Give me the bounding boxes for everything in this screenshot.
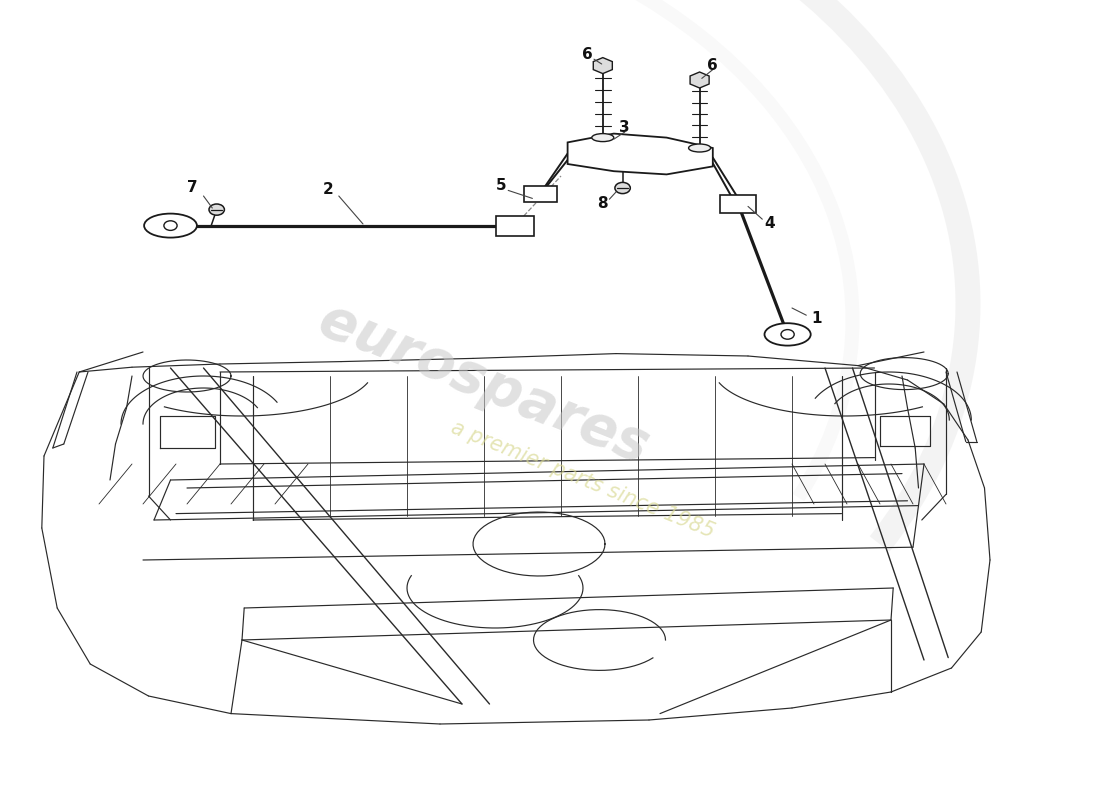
Text: 6: 6 [707,58,718,73]
Bar [722,196,755,212]
Text: eurospares: eurospares [311,294,657,474]
Polygon shape [593,58,613,74]
Ellipse shape [764,323,811,346]
Ellipse shape [689,144,711,152]
Bar [524,186,557,202]
Text: 1: 1 [811,311,822,326]
Bar [495,215,535,235]
Text: 6: 6 [582,47,593,62]
Ellipse shape [592,134,614,142]
Ellipse shape [144,214,197,238]
Bar [720,195,757,213]
Text: 4: 4 [764,217,776,231]
Text: 8: 8 [597,197,608,211]
Circle shape [781,330,794,339]
Text: a premier parts since 1985: a premier parts since 1985 [449,418,717,542]
Text: 7: 7 [187,181,198,195]
Circle shape [209,204,224,215]
Circle shape [164,221,177,230]
Polygon shape [690,72,710,88]
Text: 5: 5 [496,178,507,193]
Text: 2: 2 [322,182,333,197]
Text: 3: 3 [619,121,630,135]
Polygon shape [568,134,713,174]
Circle shape [615,182,630,194]
